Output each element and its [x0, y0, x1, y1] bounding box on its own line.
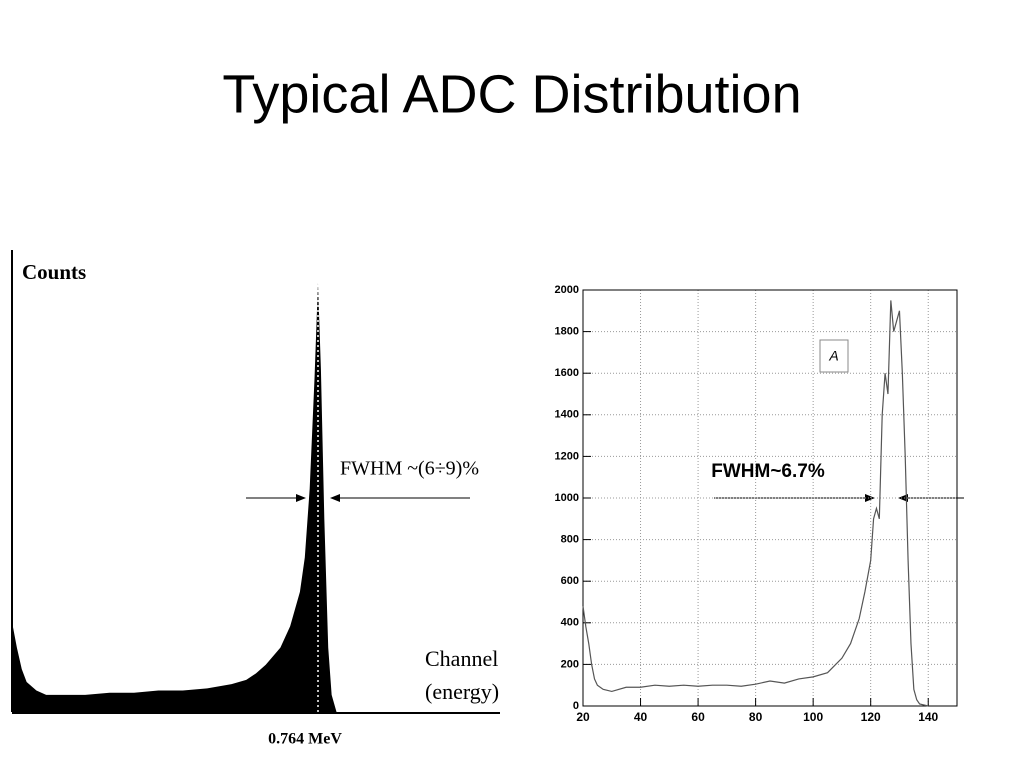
- annotation: FWHM ~(6÷9)%: [340, 458, 479, 480]
- peak-label: 0.764 MeV: [268, 731, 342, 748]
- y-tick-label: 1600: [555, 367, 579, 379]
- y-tick-label: 400: [561, 617, 579, 629]
- y-tick-label: 2000: [555, 284, 579, 296]
- y-tick-label: 200: [561, 658, 579, 670]
- arrowhead: [330, 494, 340, 502]
- legend-box: [819, 339, 849, 373]
- arrowhead: [865, 494, 875, 502]
- y-tick-label: 1800: [555, 326, 579, 338]
- y-tick-label: 600: [561, 575, 579, 587]
- x-tick-label: 60: [691, 710, 705, 724]
- x-tick-label: 140: [918, 710, 938, 724]
- x-axis-label: Channel: [425, 646, 498, 671]
- y-axis-label: Counts: [22, 260, 86, 284]
- y-tick-label: 1200: [555, 450, 579, 462]
- x-tick-label: 20: [576, 710, 590, 724]
- slide-title: Typical ADC Distribution: [222, 64, 801, 124]
- legend-entry: A: [828, 348, 838, 364]
- plot-frame: [582, 289, 958, 707]
- y-tick-label: 800: [561, 534, 579, 546]
- annotation: FWHM~6.7%: [711, 461, 825, 482]
- y-tick-label: 1000: [555, 492, 579, 504]
- x-tick-label: 100: [803, 710, 823, 724]
- x-tick-label: 80: [749, 710, 763, 724]
- x-axis-label: (energy): [425, 679, 499, 704]
- arrowhead: [296, 494, 306, 502]
- data-line: [582, 300, 929, 707]
- y-tick-label: 0: [573, 700, 579, 712]
- y-tick-label: 1400: [555, 409, 579, 421]
- arrowhead: [898, 494, 908, 502]
- x-tick-label: 40: [634, 710, 648, 724]
- x-tick-label: 120: [861, 710, 881, 724]
